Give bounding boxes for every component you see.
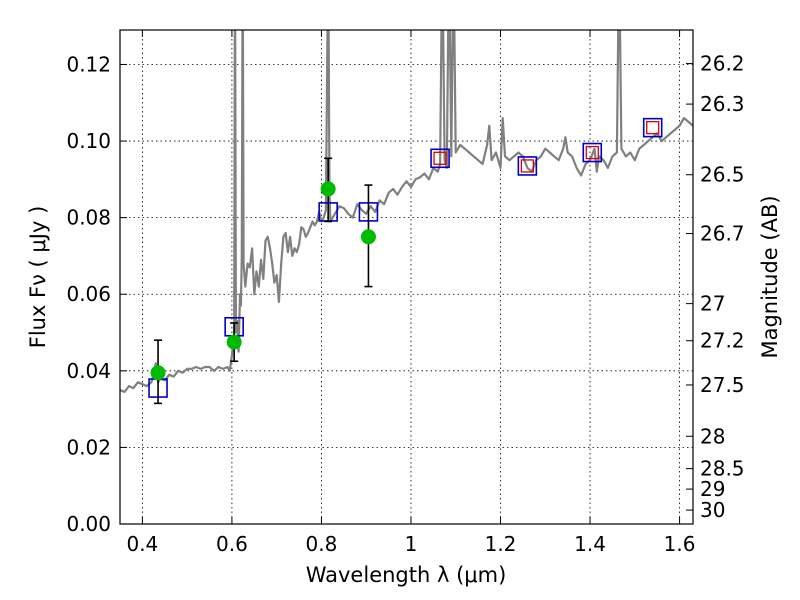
magnitude-tick-label: 27 — [700, 292, 725, 316]
magnitude-tick-label: 30 — [700, 498, 725, 522]
y-axis-ticks: 0.00 0.02 0.04 0.06 0.08 0.10 0.12 — [66, 52, 127, 536]
grid-lines — [120, 30, 693, 525]
y-axis-label: Flux Fν ( μJy ) — [26, 206, 50, 349]
magnitude-tick-label: 26.3 — [700, 92, 745, 116]
model-box — [517, 156, 538, 176]
magnitude-tick-label: 26.5 — [700, 163, 745, 187]
magnitude-tick-label: 26.2 — [700, 52, 745, 76]
magnitude-tick-label: 28 — [700, 424, 725, 448]
model-box — [430, 148, 450, 169]
observed-point — [360, 229, 376, 245]
y-tick-label: 0.10 — [66, 129, 111, 153]
magnitude-tick-label: 27.5 — [700, 373, 745, 397]
observed-point — [320, 181, 336, 197]
model-box — [582, 142, 603, 163]
magnitude-tick-label: 27.2 — [700, 329, 745, 353]
observed-photometry — [150, 157, 376, 405]
y-tick-label: 0.04 — [66, 359, 111, 383]
magnitude-tick-label: 28.5 — [700, 457, 745, 481]
model-box-inner — [585, 145, 599, 160]
magnitude-tick-label: 26.7 — [700, 221, 745, 245]
observed-point — [150, 365, 166, 381]
x-tick-label: 0.4 — [126, 532, 158, 556]
magnitude-tick-label: 29 — [700, 477, 725, 501]
x-tick-label: 1 — [405, 532, 418, 556]
y-tick-label: 0.08 — [66, 206, 111, 230]
y-tick-label: 0.00 — [66, 512, 111, 536]
x-axis-label: Wavelength λ (μm) — [306, 563, 507, 587]
magnitude-axis-label: Magnitude (AB) — [758, 195, 782, 358]
x-tick-label: 0.6 — [216, 532, 248, 556]
y-tick-label: 0.12 — [66, 52, 111, 76]
model-box-inner — [646, 121, 660, 135]
model-box-inner — [433, 151, 447, 165]
spectrum-line — [120, 30, 693, 393]
x-tick-label: 1.2 — [485, 532, 517, 556]
x-axis-ticks: 0.4 0.6 0.8 1 1.2 1.4 1.6 — [126, 30, 695, 556]
observed-point — [226, 334, 242, 350]
model-spectrum — [120, 30, 693, 393]
model-photometry-boxes — [148, 117, 663, 398]
y-tick-label: 0.06 — [66, 282, 111, 306]
y-tick-label: 0.02 — [66, 435, 111, 459]
plot-frame — [119, 29, 694, 525]
model-box-inner — [520, 159, 535, 173]
x-tick-label: 0.8 — [306, 532, 338, 556]
x-tick-label: 1.4 — [574, 532, 606, 556]
model-box — [642, 117, 663, 138]
x-tick-label: 1.6 — [664, 532, 696, 556]
